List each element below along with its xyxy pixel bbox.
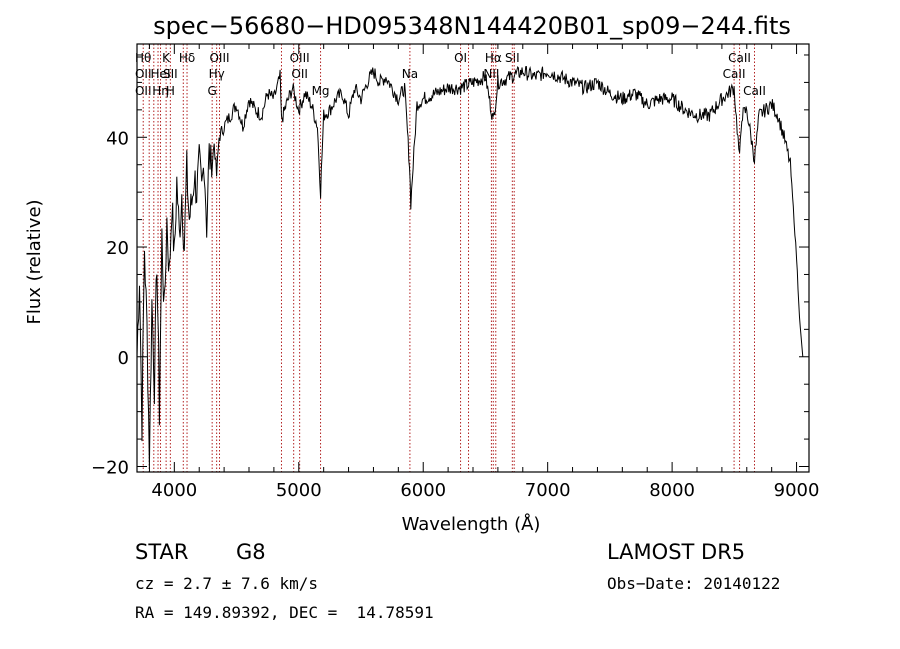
- plot-frame: [136, 43, 810, 473]
- line-label: Mg: [312, 84, 330, 98]
- x-axis-label: Wavelength (Å): [402, 513, 541, 535]
- line-label: OII: [291, 67, 308, 81]
- line-label: OIII: [290, 51, 310, 65]
- axis-ticks: 4000 5000 6000 7000 8000 9000 −20 0 20 40: [91, 44, 819, 501]
- x-tick-label: 7000: [525, 480, 571, 501]
- x-tick-label: 6000: [400, 480, 446, 501]
- line-label: Hγ: [209, 67, 225, 81]
- line-label: OII: [135, 67, 152, 81]
- observation-date: Obs−Date: 20140122: [607, 574, 781, 593]
- x-tick-label: 5000: [276, 480, 322, 501]
- ra-dec-coordinates: RA = 149.89392, DEC = 14.78591: [135, 603, 434, 622]
- x-tick-label: 8000: [649, 480, 695, 501]
- line-label: CaII: [723, 67, 746, 81]
- x-tick-label: 4000: [151, 480, 197, 501]
- y-axis-label: Flux (relative): [24, 199, 45, 324]
- line-label: K: [162, 51, 171, 65]
- y-tick-label: 40: [106, 128, 129, 149]
- redshift-velocity: cz = 2.7 ± 7.6 km/s: [135, 574, 319, 593]
- y-tick-label: 20: [106, 238, 129, 259]
- line-label: OII: [135, 84, 152, 98]
- line-label: CaII: [743, 84, 766, 98]
- line-label: HeI: [151, 67, 171, 81]
- line-label: CaII: [728, 51, 751, 65]
- line-label: Na: [402, 67, 418, 81]
- line-label: Hα: [485, 51, 502, 65]
- object-subclass: G8: [236, 540, 266, 564]
- line-label: NII: [483, 67, 499, 81]
- line-label: OI: [454, 51, 467, 65]
- y-tick-label: 0: [118, 348, 129, 369]
- line-label: Hδ: [179, 51, 195, 65]
- survey-name: LAMOST DR5: [607, 540, 746, 564]
- line-label: H: [166, 84, 175, 98]
- object-class: STAR: [135, 540, 189, 564]
- line-label: G: [208, 84, 217, 98]
- chart-title: spec−56680−HD095348N144420B01_sp09−244.f…: [153, 12, 791, 40]
- line-label: SII: [163, 67, 178, 81]
- y-tick-label: −20: [91, 458, 129, 479]
- line-label: OIII: [209, 51, 229, 65]
- line-label: SII: [505, 51, 520, 65]
- line-label: Hη: [152, 84, 169, 98]
- x-tick-label: 9000: [774, 480, 820, 501]
- spectrum-line: [136, 65, 804, 468]
